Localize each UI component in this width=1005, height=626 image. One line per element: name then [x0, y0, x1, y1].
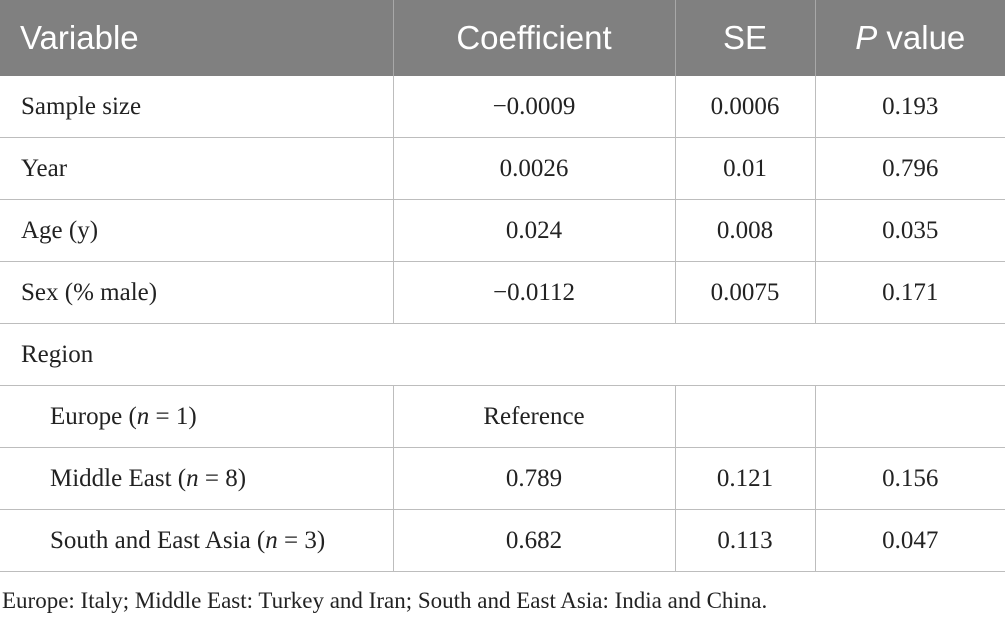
table-body: Sample size −0.0009 0.0006 0.193 Year 0.… — [0, 76, 1005, 572]
header-p-suffix: value — [877, 19, 966, 56]
header-variable: Variable — [0, 0, 394, 76]
region-n-symbol: n — [186, 464, 199, 492]
header-coefficient: Coefficient — [393, 0, 676, 76]
row-p-value: 0.193 — [815, 76, 1005, 138]
table-row: Sample size −0.0009 0.0006 0.193 — [0, 76, 1005, 138]
row-se: 0.113 — [675, 509, 816, 572]
row-coefficient: 0.0026 — [393, 137, 676, 200]
row-variable: Year — [0, 137, 394, 200]
row-coefficient: 0.789 — [393, 447, 676, 510]
table-header: Variable Coefficient SE P value — [0, 0, 1005, 76]
region-name-text: South and East Asia ( — [50, 526, 266, 554]
row-p-value: 0.035 — [815, 199, 1005, 262]
row-coefficient: −0.0112 — [393, 261, 676, 324]
table-row: Year 0.0026 0.01 0.796 — [0, 137, 1005, 200]
region-group-row: Region — [0, 323, 1005, 386]
row-p-value: 0.796 — [815, 137, 1005, 200]
row-variable: Sex (% male) — [0, 261, 394, 324]
region-n-count: = 8) — [198, 464, 247, 492]
region-name: Middle East (n = 8) — [0, 447, 394, 510]
row-coefficient: Reference — [393, 385, 676, 448]
row-p-value: 0.171 — [815, 261, 1005, 324]
row-p-value: 0.156 — [815, 447, 1005, 510]
regression-table: Variable Coefficient SE P value Sample s… — [0, 0, 1005, 572]
row-coefficient: 0.024 — [393, 199, 676, 262]
header-p-letter: P — [855, 19, 878, 56]
row-se: 0.0006 — [675, 76, 816, 138]
table-footnote: Europe: Italy; Middle East: Turkey and I… — [2, 588, 768, 613]
region-n-count: = 1) — [149, 402, 197, 430]
row-coefficient: 0.682 — [393, 509, 676, 572]
table-row: Age (y) 0.024 0.008 0.035 — [0, 199, 1005, 262]
table-row: Europe (n = 1) Reference — [0, 385, 1005, 448]
row-se — [675, 385, 816, 448]
row-variable: Age (y) — [0, 199, 394, 262]
region-name: Europe (n = 1) — [0, 385, 394, 448]
header-se: SE — [675, 0, 816, 76]
region-name: South and East Asia (n = 3) — [0, 509, 394, 572]
region-group-label: Region — [0, 323, 1005, 386]
row-coefficient: −0.0009 — [393, 76, 676, 138]
region-n-count: = 3) — [277, 526, 326, 554]
region-n-symbol: n — [136, 402, 150, 430]
region-n-symbol: n — [265, 526, 278, 554]
row-se: 0.121 — [675, 447, 816, 510]
table-row: Middle East (n = 8) 0.789 0.121 0.156 — [0, 447, 1005, 510]
table-row: Sex (% male) −0.0112 0.0075 0.171 — [0, 261, 1005, 324]
row-se: 0.0075 — [675, 261, 816, 324]
header-row: Variable Coefficient SE P value — [0, 0, 1005, 76]
row-variable: Sample size — [0, 76, 394, 138]
row-p-value — [815, 385, 1005, 448]
table-row: South and East Asia (n = 3) 0.682 0.113 … — [0, 509, 1005, 572]
region-name-text: Europe ( — [50, 402, 137, 430]
header-p-value: P value — [815, 0, 1005, 76]
region-name-text: Middle East ( — [50, 464, 187, 492]
row-se: 0.008 — [675, 199, 816, 262]
row-se: 0.01 — [675, 137, 816, 200]
row-p-value: 0.047 — [815, 509, 1005, 572]
